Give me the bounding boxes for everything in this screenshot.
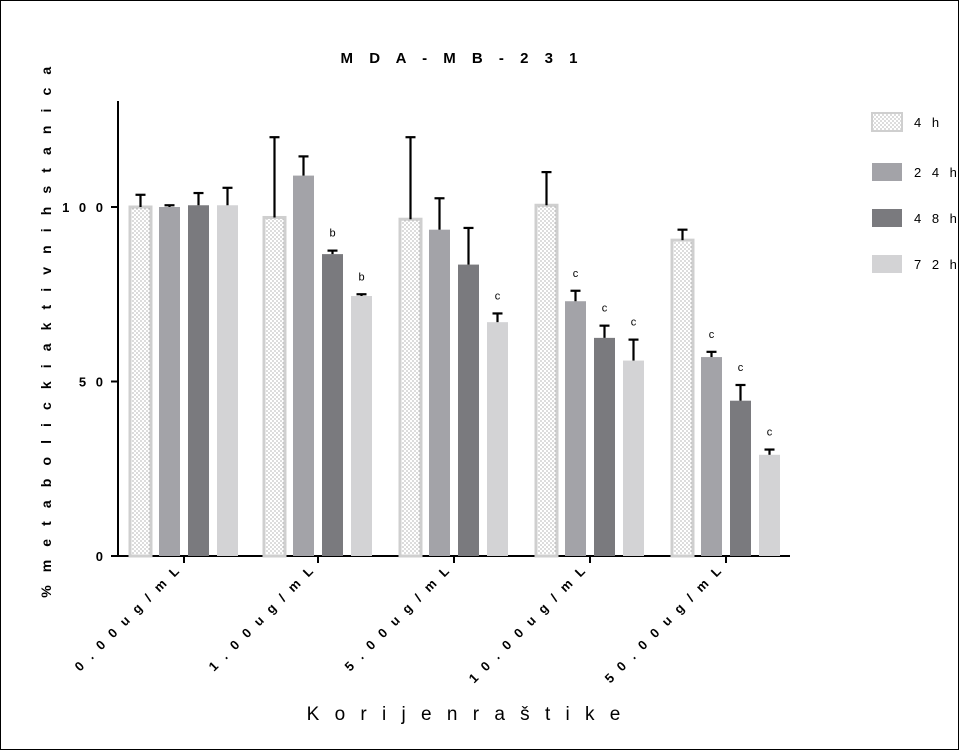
significance-label: b — [329, 228, 335, 240]
chart-title: M D A - M B - 2 3 1 — [341, 50, 584, 67]
y-tick-label: 0 — [96, 549, 106, 564]
bar — [487, 322, 508, 556]
bar — [398, 217, 423, 558]
bar — [322, 254, 343, 557]
significance-label: b — [358, 271, 364, 283]
legend-swatch — [872, 255, 902, 273]
error-bars — [135, 136, 775, 455]
bar — [759, 454, 780, 556]
legend-swatch — [872, 209, 902, 227]
legend-label: 7 2 h — [914, 257, 960, 272]
x-tick-label: 5 0 . 0 0 u g / m L — [602, 562, 726, 686]
legend-swatch — [871, 112, 903, 132]
annotations: b b c c c c c c c — [329, 228, 772, 439]
x-tick-label: 5 . 0 0 u g / m L — [342, 562, 455, 675]
significance-label: c — [709, 329, 715, 341]
bar — [730, 400, 751, 556]
legend-swatch — [872, 163, 902, 181]
significance-label: c — [573, 268, 579, 280]
bar — [128, 205, 153, 558]
bar — [188, 205, 209, 556]
bar — [458, 264, 479, 556]
significance-label: c — [738, 362, 744, 374]
significance-label: c — [602, 303, 608, 315]
bar — [429, 229, 450, 556]
y-tick-label: 1 0 0 — [62, 200, 106, 215]
bar — [351, 295, 372, 556]
bar — [623, 360, 644, 556]
legend: 4 h 2 4 h 4 8 h 7 2 h — [871, 112, 960, 273]
bar — [565, 301, 586, 556]
bars — [128, 175, 780, 558]
significance-label: c — [631, 317, 637, 329]
x-tick-label: 1 0 . 0 0 u g / m L — [466, 562, 590, 686]
bar — [293, 175, 314, 556]
legend-label: 2 4 h — [914, 165, 960, 180]
significance-label: c — [767, 427, 773, 439]
y-tick-label: 5 0 — [79, 375, 106, 390]
legend-label: 4 8 h — [914, 211, 960, 226]
x-axis-label: K o r i j e n r a š t i k e — [307, 704, 626, 725]
bar — [534, 203, 559, 558]
x-tick-label: 1 . 0 0 u g / m L — [206, 562, 319, 675]
bar — [262, 215, 287, 558]
bar — [670, 238, 695, 558]
bar — [159, 207, 180, 556]
significance-label: c — [495, 290, 501, 302]
bar — [217, 205, 238, 556]
bar — [594, 337, 615, 556]
y-axis-label: % m e t a b o l i c k i a k t i v n i h … — [38, 62, 54, 598]
bar — [701, 357, 722, 556]
y-axis: 0 5 0 1 0 0 — [62, 101, 119, 564]
legend-label: 4 h — [914, 115, 943, 130]
x-tick-label: 0 . 0 0 u g / m L — [72, 562, 185, 675]
